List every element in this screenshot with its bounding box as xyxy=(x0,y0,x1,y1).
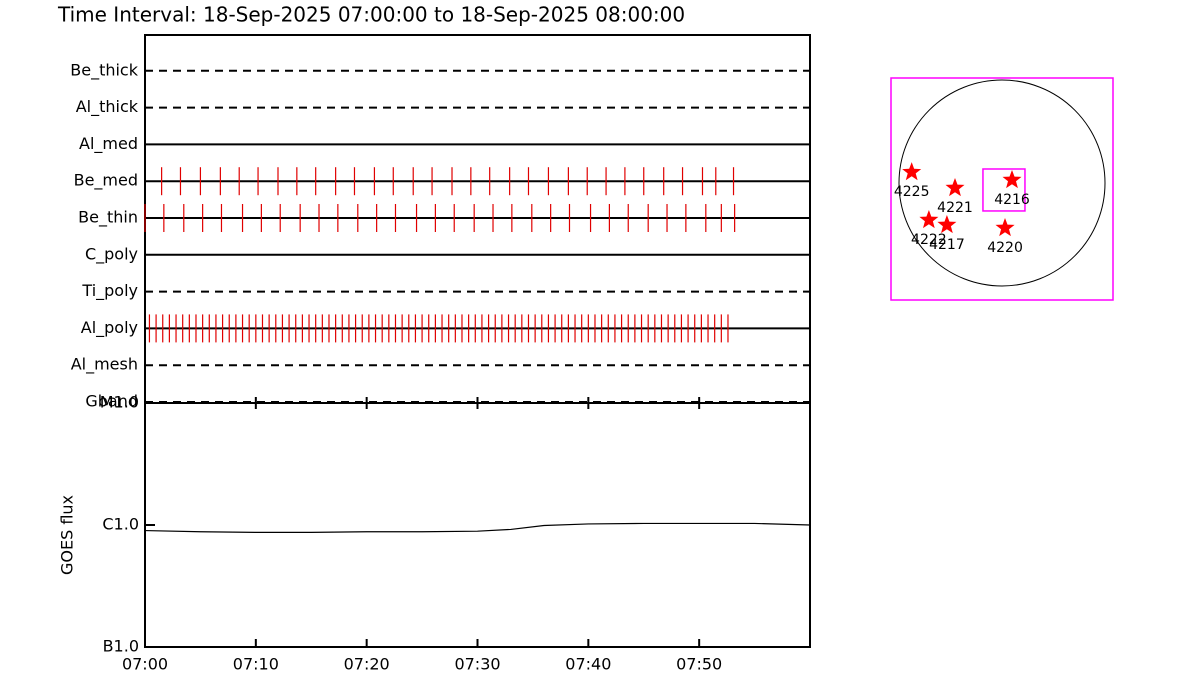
region-label: 4220 xyxy=(987,240,1023,256)
region-label: 4225 xyxy=(894,184,930,200)
filter-label: Al_thick xyxy=(76,97,139,117)
filter-label: Al_med xyxy=(79,134,138,154)
x-tick-label: 07:00 xyxy=(122,655,168,674)
active-region xyxy=(995,218,1015,237)
filter-label: Be_thick xyxy=(70,60,138,80)
x-tick-label: 07:40 xyxy=(565,655,611,674)
filter-label: Be_med xyxy=(74,171,138,191)
y-axis-label: GOES flux xyxy=(58,495,77,575)
x-tick-label: 07:20 xyxy=(344,655,390,674)
solar-disk xyxy=(898,79,1106,287)
region-label: 4221 xyxy=(937,200,973,216)
region-label: 4216 xyxy=(994,192,1030,208)
y-tick-label: C1.0 xyxy=(102,515,139,534)
x-tick-label: 07:50 xyxy=(676,655,722,674)
active-region xyxy=(937,215,957,234)
x-tick-label: 07:30 xyxy=(454,655,500,674)
map-frame xyxy=(890,77,1114,301)
region-label: 4222 xyxy=(911,232,947,248)
filter-label: Gband xyxy=(85,392,138,411)
goes-curve xyxy=(144,522,811,533)
filter-label: Be_thin xyxy=(78,208,138,228)
active-region xyxy=(945,178,965,197)
filter-label: Al_mesh xyxy=(71,355,138,375)
active-region xyxy=(1002,170,1022,189)
active-region xyxy=(902,162,922,181)
filter-label: Al_poly xyxy=(81,318,138,338)
filter-label: C_poly xyxy=(85,244,138,264)
x-tick-label: 07:10 xyxy=(233,655,279,674)
active-region xyxy=(919,210,939,229)
fov-box xyxy=(982,168,1026,212)
region-label: 4217 xyxy=(929,237,965,253)
y-tick-label: B1.0 xyxy=(103,637,139,656)
chart-title: Time Interval: 18-Sep-2025 07:00:00 to 1… xyxy=(57,3,685,27)
filter-label: Ti_poly xyxy=(81,281,138,301)
panel-frame xyxy=(144,402,811,648)
y-tick-label: M1.0 xyxy=(100,393,139,412)
